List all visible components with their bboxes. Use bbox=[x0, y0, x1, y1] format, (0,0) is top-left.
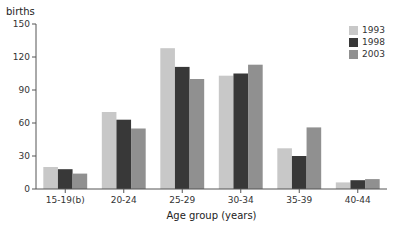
y-tick-label: 30 bbox=[19, 151, 31, 161]
bar bbox=[277, 148, 292, 189]
bar bbox=[131, 129, 146, 190]
bar bbox=[190, 79, 205, 189]
x-tick-label: 40-44 bbox=[345, 195, 371, 205]
chart: 0 30 60 90 120 150 15-19(b) 20-24 25-29 30-34 35-3… bbox=[0, 0, 397, 227]
bar bbox=[58, 169, 73, 189]
x-tick bbox=[65, 189, 66, 193]
bar bbox=[336, 182, 351, 189]
x-axis-label: Age group (years) bbox=[166, 210, 256, 221]
x-tick-label: 30-34 bbox=[228, 195, 254, 205]
y-tick-label: 120 bbox=[13, 52, 30, 62]
x-tick bbox=[299, 189, 300, 193]
bar bbox=[292, 156, 307, 189]
y-axis-label: births bbox=[6, 6, 35, 17]
x-tick-label: 15-19(b) bbox=[46, 195, 85, 205]
bar bbox=[248, 65, 263, 189]
x-tick-label: 20-24 bbox=[111, 195, 137, 205]
bar bbox=[307, 127, 322, 189]
x-tick-label: 25-29 bbox=[169, 195, 195, 205]
bar bbox=[175, 67, 190, 189]
x-tick-label: 35-39 bbox=[286, 195, 312, 205]
legend-swatch bbox=[349, 38, 358, 47]
y-tick bbox=[32, 189, 36, 190]
legend-swatch bbox=[349, 50, 358, 59]
x-tick bbox=[182, 189, 183, 193]
bar bbox=[102, 112, 117, 189]
y-tick bbox=[32, 123, 36, 124]
y-tick bbox=[32, 156, 36, 157]
x-tick bbox=[357, 189, 358, 193]
bar bbox=[350, 180, 365, 189]
y-axis-line bbox=[36, 24, 37, 189]
y-tick-label: 0 bbox=[24, 184, 30, 194]
y-tick-label: 90 bbox=[19, 85, 31, 95]
legend: 1993 1998 2003 bbox=[349, 25, 385, 59]
page: {"chart_data": {"type": "bar", "ylabel":… bbox=[0, 0, 397, 227]
bar bbox=[219, 76, 234, 189]
x-tick bbox=[240, 189, 241, 193]
y-tick bbox=[32, 90, 36, 91]
bar bbox=[73, 174, 88, 189]
x-tick bbox=[123, 189, 124, 193]
y-tick-label: 150 bbox=[13, 19, 30, 29]
bars bbox=[43, 48, 379, 189]
x-axis-line bbox=[36, 189, 387, 190]
legend-swatch bbox=[349, 26, 358, 35]
bar bbox=[233, 74, 248, 190]
y-tick-label: 60 bbox=[19, 118, 31, 128]
y-tick bbox=[32, 57, 36, 58]
legend-label: 1998 bbox=[362, 37, 385, 47]
bar bbox=[116, 120, 131, 189]
legend-label: 2003 bbox=[362, 49, 385, 59]
bar bbox=[43, 167, 58, 189]
bar bbox=[365, 179, 380, 189]
bar bbox=[160, 48, 175, 189]
y-tick bbox=[32, 24, 36, 25]
legend-label: 1993 bbox=[362, 25, 385, 35]
